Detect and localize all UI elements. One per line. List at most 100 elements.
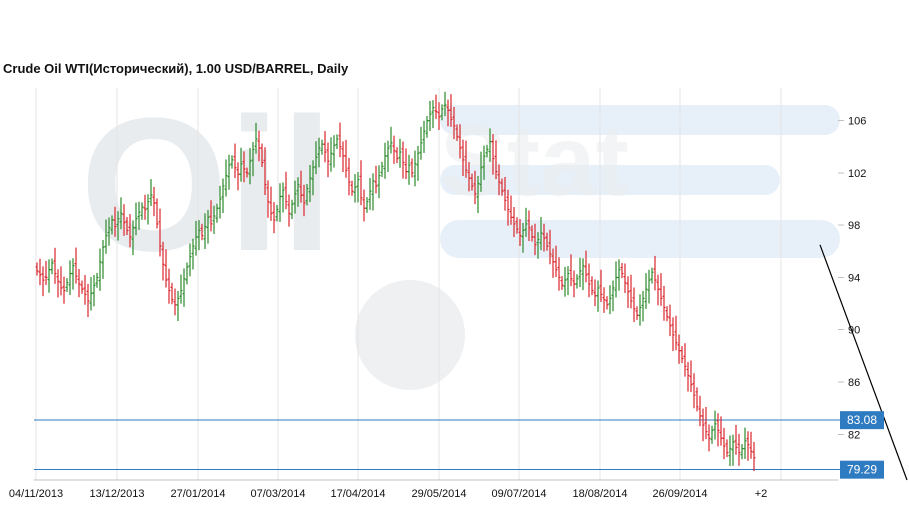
ohlc-bar	[272, 202, 276, 234]
ohlc-bar	[743, 427, 747, 459]
y-tick-label: 86	[848, 377, 860, 389]
ohlc-bar	[599, 269, 603, 302]
ohlc-bar	[107, 217, 111, 246]
ohlc-bar	[404, 148, 408, 180]
grid-lines	[35, 88, 782, 480]
ohlc-bar	[551, 248, 555, 278]
ohlc-bar	[299, 170, 303, 203]
ohlc-bar	[347, 157, 351, 196]
ohlc-bar	[644, 273, 648, 309]
ohlc-bar	[479, 151, 483, 192]
ohlc-bar	[44, 260, 48, 285]
ohlc-bar	[230, 155, 234, 169]
ohlc-bar	[53, 247, 57, 284]
ohlc-bar	[458, 124, 462, 159]
ohlc-bar	[617, 259, 621, 291]
ohlc-bar	[173, 288, 177, 316]
ohlc-bar	[143, 194, 147, 220]
ohlc-bar	[449, 94, 453, 127]
watermark-bar-2	[440, 165, 780, 195]
ohlc-bar	[80, 280, 84, 294]
ohlc-bar	[356, 172, 360, 203]
ohlc-bar	[113, 206, 117, 237]
ohlc-bar	[383, 142, 387, 179]
ohlc-bar	[557, 257, 561, 291]
ohlc-bar	[146, 194, 150, 225]
ohlc-bar	[353, 174, 357, 203]
ohlc-bar	[719, 416, 723, 446]
ohlc-bar	[407, 154, 411, 185]
x-tick-label: 29/05/2014	[411, 488, 466, 500]
ohlc-bar	[203, 213, 207, 250]
ohlc-bar	[737, 433, 741, 466]
ohlc-bar	[395, 147, 399, 164]
ohlc-bar	[647, 269, 651, 304]
ohlc-bar	[443, 91, 447, 117]
ohlc-bar	[341, 141, 345, 173]
ohlc-bar	[92, 274, 96, 307]
ohlc-bar	[611, 280, 615, 312]
ohlc-bar	[587, 263, 591, 298]
ohlc-bar	[182, 268, 186, 307]
ohlc-bar	[422, 120, 426, 153]
ohlc-bar	[185, 262, 189, 285]
ohlc-bar	[221, 178, 225, 214]
watermark-logo: Oil Stat	[80, 79, 840, 390]
ohlc-bar	[119, 197, 123, 230]
ohlc-bar	[191, 238, 195, 270]
ohlc-bar	[641, 290, 645, 322]
ohlc-bar	[527, 210, 531, 242]
ohlc-bar	[485, 144, 489, 158]
ohlc-bar	[365, 197, 369, 213]
y-tick-label: 90	[848, 325, 860, 337]
ohlc-bar	[281, 182, 285, 213]
ohlc-bar	[74, 247, 78, 284]
ohlc-bar	[503, 176, 507, 211]
ohlc-bar	[662, 285, 666, 321]
ohlc-bar	[98, 248, 102, 291]
ohlc-bar	[377, 165, 381, 199]
ohlc-bar	[431, 100, 435, 129]
ohlc-bar	[212, 205, 216, 234]
ohlc-bar	[419, 126, 423, 160]
ohlc-bar	[302, 184, 306, 217]
ohlc-bar	[482, 145, 486, 180]
ohlc-bar	[635, 306, 639, 320]
ohlc-bar	[683, 343, 687, 377]
ohlc-bar	[608, 285, 612, 315]
ohlc-bar	[305, 184, 309, 206]
ohlc-bar	[512, 207, 516, 238]
ohlc-bar	[326, 142, 330, 178]
ohlc-bar	[176, 290, 180, 321]
ohlc-bar	[389, 126, 393, 154]
ohlc-bar	[416, 145, 420, 181]
ohlc-bar	[116, 211, 120, 241]
y-tick-label: 102	[848, 168, 866, 180]
ohlc-bar	[731, 434, 735, 466]
ohlc-bar	[41, 266, 45, 297]
ohlc-bar	[530, 225, 534, 242]
ohlc-bar	[350, 180, 354, 196]
ohlc-bar	[710, 425, 714, 444]
ohlc-bar	[140, 202, 144, 220]
ohlc-bar	[344, 139, 348, 178]
ohlc-bar	[278, 183, 282, 222]
ohlc-bar	[47, 259, 51, 293]
ohlc-bar	[596, 280, 600, 312]
ohlc-bar	[335, 134, 339, 150]
ohlc-bar	[59, 266, 63, 296]
ohlc-bar	[602, 287, 606, 313]
ohlc-bar	[740, 444, 744, 460]
ohlc-bar	[521, 222, 525, 253]
ohlc-bar	[206, 209, 210, 244]
trendline	[819, 244, 908, 481]
ohlc-bar	[455, 124, 459, 141]
ohlc-bar	[179, 274, 183, 304]
ohlc-bar	[359, 160, 363, 206]
ohlc-bar	[626, 276, 630, 308]
ohlc-bar	[242, 151, 246, 183]
x-tick-label: 18/08/2014	[572, 488, 627, 500]
ohlc-bar	[56, 269, 60, 298]
ohlc-bar	[86, 283, 90, 318]
ohlc-bar	[725, 439, 729, 458]
